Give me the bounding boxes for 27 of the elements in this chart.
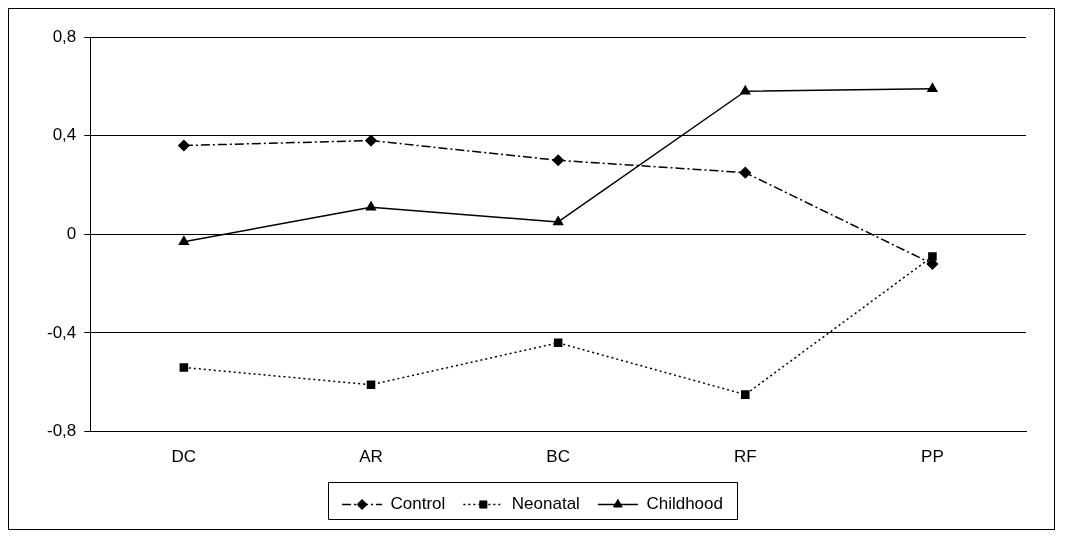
point xyxy=(365,134,377,147)
point xyxy=(552,154,564,167)
point xyxy=(553,338,563,348)
point xyxy=(178,139,190,152)
point xyxy=(927,83,938,93)
legend-label: Neonatal xyxy=(511,494,580,514)
x-tick-label: RF xyxy=(733,447,757,467)
x-tick-label: AR xyxy=(359,447,383,467)
y-tick-label: -0,4 xyxy=(47,322,77,342)
y-tick-label: 0 xyxy=(66,223,77,243)
y-tick-label: -0,8 xyxy=(47,421,77,441)
y-tick-label: 0,8 xyxy=(52,26,77,46)
point xyxy=(741,390,750,399)
point xyxy=(365,201,377,211)
legend-label: Childhood xyxy=(646,494,723,514)
x-tick-label: PP xyxy=(921,447,944,467)
point xyxy=(928,252,937,261)
x-tick-label: DC xyxy=(171,447,197,467)
point xyxy=(178,235,189,245)
point xyxy=(366,380,376,390)
point xyxy=(179,363,189,372)
x-tick-label: BC xyxy=(546,447,570,467)
y-tick-label: 0,4 xyxy=(52,125,77,145)
point xyxy=(739,166,752,179)
point xyxy=(740,85,751,95)
point xyxy=(553,216,564,226)
legend-label: Control xyxy=(390,494,446,514)
